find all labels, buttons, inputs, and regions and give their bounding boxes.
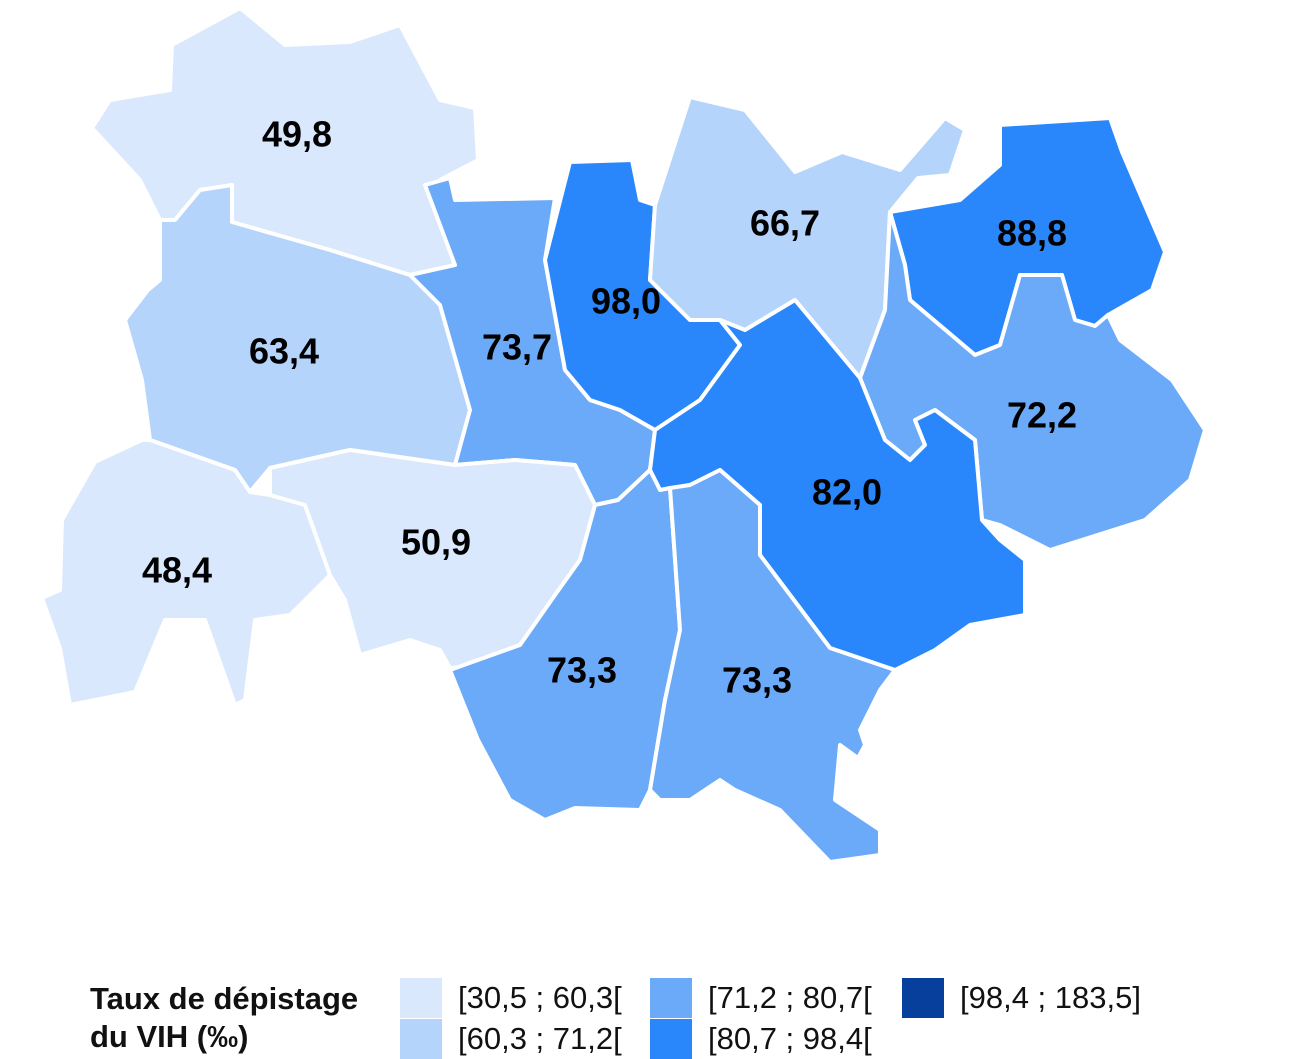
region-label: 73,3 [547, 650, 617, 691]
region-label: 50,9 [401, 522, 471, 563]
legend-item: [71,2 ; 80,7[ [650, 978, 872, 1018]
legend-title-line2: du VIH (‰) [90, 1019, 249, 1054]
legend-swatch [400, 1019, 442, 1059]
legend-label: [71,2 ; 80,7[ [708, 980, 872, 1015]
region-label: 73,7 [482, 327, 552, 368]
region-label: 48,4 [142, 550, 212, 591]
legend-swatch [650, 1019, 692, 1059]
legend-swatch [902, 978, 944, 1018]
region-48-4[interactable] [40, 438, 332, 707]
legend-label: [30,5 ; 60,3[ [458, 980, 622, 1015]
choropleth-map: 49,8 63,4 73,7 98,0 66,7 88,8 72,2 82,0 … [40, 6, 1207, 864]
legend-swatch [650, 978, 692, 1018]
region-73-3-east[interactable] [648, 468, 897, 864]
legend-item: [30,5 ; 60,3[ [400, 978, 622, 1018]
region-label: 66,7 [750, 203, 820, 244]
legend-item: [98,4 ; 183,5] [902, 978, 1141, 1018]
region-label: 88,8 [997, 213, 1067, 254]
legend-title: Taux de dépistage du VIH (‰) [90, 980, 358, 1056]
legend-title-line1: Taux de dépistage [90, 981, 359, 1016]
region-label: 73,3 [722, 660, 792, 701]
region-label: 63,4 [249, 331, 319, 372]
legend-label: [98,4 ; 183,5] [960, 980, 1141, 1015]
legend-item: [80,7 ; 98,4[ [650, 1019, 872, 1059]
legend-label: [60,3 ; 71,2[ [458, 1021, 622, 1056]
region-label: 49,8 [262, 114, 332, 155]
region-73-3-west[interactable] [448, 468, 682, 822]
legend-label: [80,7 ; 98,4[ [708, 1021, 872, 1056]
region-label: 82,0 [812, 472, 882, 513]
legend-item: [60,3 ; 71,2[ [400, 1019, 622, 1059]
legend-swatch [400, 978, 442, 1018]
region-label: 72,2 [1007, 395, 1077, 436]
region-label: 98,0 [591, 281, 661, 322]
